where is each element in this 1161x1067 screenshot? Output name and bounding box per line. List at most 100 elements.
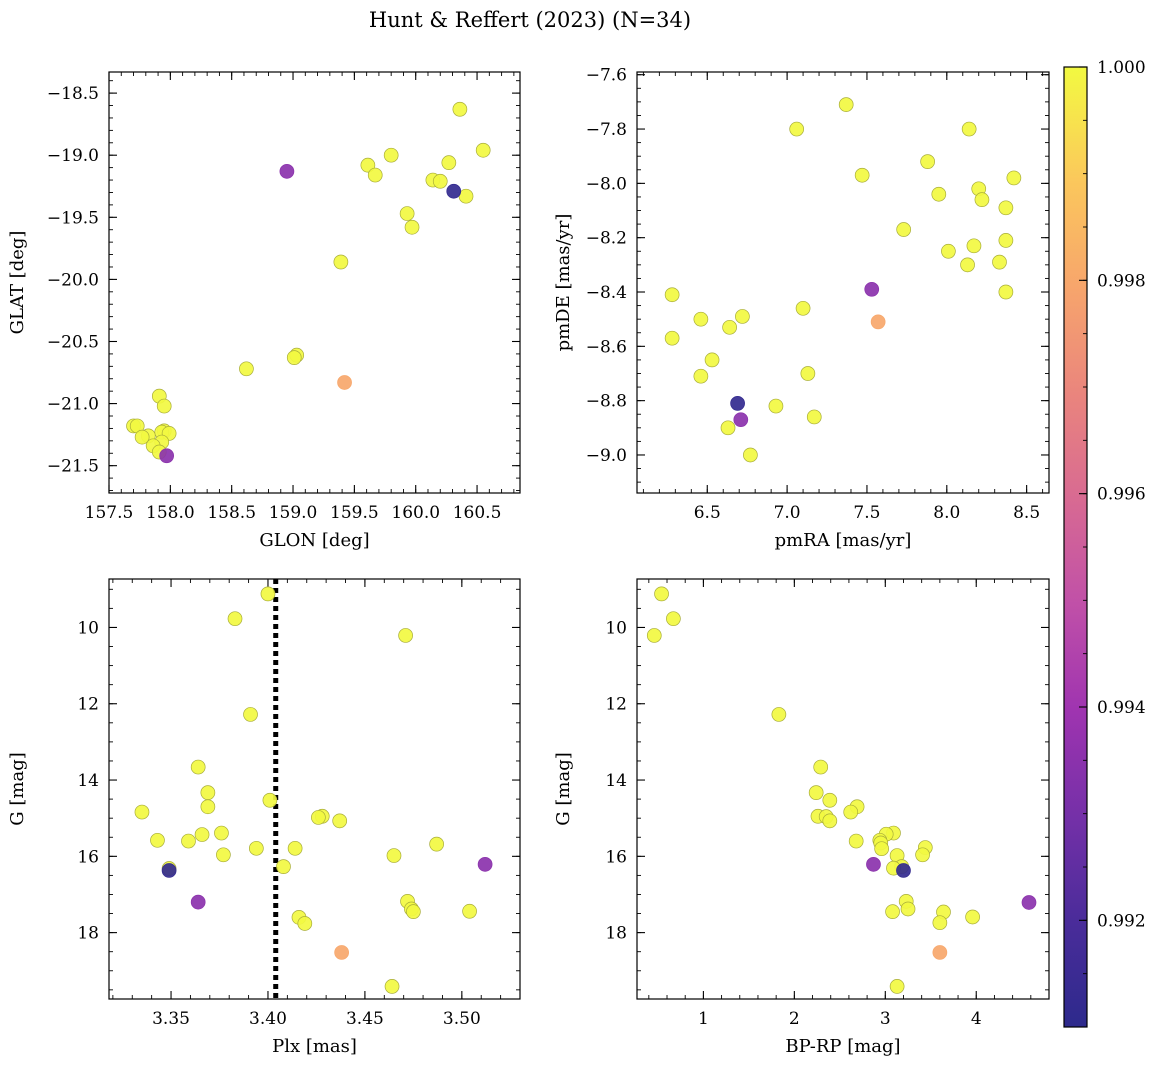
panel-2-point-14 — [992, 254, 1007, 270]
panel-2-point-19 — [735, 309, 750, 324]
panel-2-point-21 — [722, 319, 737, 335]
panel-1-ytick-label-0: −18.5 — [47, 84, 99, 104]
panel-2-point-3 — [920, 154, 935, 169]
colorbar-tick-label-2: 0.996 — [1097, 485, 1146, 505]
panel-1-point-9 — [399, 206, 415, 221]
panel-3-ytick-label-4: 18 — [77, 924, 99, 944]
panel-4-xtick-label-0: 1 — [698, 1009, 709, 1029]
panel-2-point-32 — [733, 412, 749, 428]
panel-2-point-30 — [870, 314, 886, 330]
panel-3-point-21 — [276, 859, 291, 874]
panel-1-ytick-label-6: −21.5 — [47, 457, 99, 477]
panel-4-point-1 — [666, 611, 681, 627]
panel-1-ytick-label-1: −19.0 — [47, 146, 99, 166]
panel-2-point-24 — [800, 366, 816, 381]
panel-2-point-18 — [795, 300, 811, 316]
colorbar-tick-label-0: 1.000 — [1097, 58, 1146, 78]
panel-3-point-15 — [181, 833, 196, 849]
panel-4-point-5 — [808, 785, 824, 800]
panel-3-xtick-label-1: 3.40 — [249, 1009, 287, 1029]
panel-4-point-8 — [843, 804, 859, 820]
panel-1-xtick-label-1: 158.0 — [146, 503, 195, 523]
panel-3-point-26 — [462, 903, 477, 919]
panel-3-point-20 — [386, 848, 402, 863]
panel-1-point-28 — [279, 164, 295, 179]
panel-3-point-8 — [134, 804, 150, 820]
panel-3-point-0 — [260, 586, 276, 602]
panel-2-ytick-label-2: −8.0 — [586, 174, 627, 194]
panel-1-point-4 — [360, 157, 376, 173]
panel-4-ylabel: G [mag] — [553, 752, 574, 825]
panel-2-ytick-label-7: −9.0 — [586, 446, 627, 466]
panel-1-xtick-label-0: 157.5 — [85, 503, 134, 523]
panel-3-point-16 — [429, 836, 444, 852]
colorbar-tick-label-1: 0.998 — [1097, 271, 1146, 291]
colorbar: 1.000 0.998 0.996 0.994 0.992 — [1063, 58, 1146, 1028]
panel-3: 3.35 3.40 3.45 3.50 10 12 14 16 18 Plx [mas] G [ma… — [7, 578, 521, 1057]
panel-1-point-13 — [286, 350, 302, 365]
panel-3-xtick-label-2: 3.45 — [346, 1009, 384, 1029]
panel-3-points — [134, 579, 493, 999]
panel-2-ytick-label-4: −8.4 — [586, 283, 627, 303]
panel-1-frame — [108, 71, 521, 494]
panel-2-point-31 — [864, 281, 880, 297]
panel-2-points — [664, 97, 1022, 463]
panel-2-ytick-label-5: −8.6 — [586, 337, 627, 357]
panel-2-point-29 — [743, 447, 758, 463]
panel-1-point-16 — [156, 398, 172, 414]
panel-2-xtick-label-2: 7.5 — [853, 503, 880, 523]
panel-3-point-25 — [406, 904, 421, 919]
panel-3-ytick-label-2: 14 — [77, 771, 99, 791]
panel-3-point-13 — [194, 827, 210, 842]
panel-1-xlabel: GLON [deg] — [259, 530, 369, 551]
panel-1-point-3 — [441, 155, 457, 171]
panel-4-minor-ticks — [637, 579, 1050, 999]
panel-4-ytick-label-1: 12 — [605, 695, 627, 715]
panel-4-point-27 — [965, 909, 980, 925]
panel-1-point-29 — [159, 448, 175, 464]
panel-1-xtick-label-4: 159.5 — [330, 503, 379, 523]
panel-2-ytick-label-1: −7.8 — [586, 120, 627, 140]
panel-3-point-5 — [200, 785, 216, 800]
panel-3-point-32 — [190, 894, 206, 910]
panel-2-point-2 — [961, 121, 977, 137]
panel-4-point-25 — [885, 904, 900, 919]
panel-1-points — [126, 101, 491, 464]
panel-3-point-31 — [477, 856, 493, 872]
panel-1-ytick-label-2: −19.5 — [47, 208, 99, 228]
panel-3-point-3 — [243, 707, 258, 722]
panel-4-xtick-label-1: 2 — [789, 1009, 800, 1029]
panel-3-ytick-label-3: 16 — [77, 847, 99, 867]
panel-3-point-19 — [216, 847, 231, 863]
panel-3-point-4 — [190, 759, 206, 775]
panel-2-point-5 — [1006, 170, 1022, 186]
panel-1-ylabel: GLAT [deg] — [7, 231, 28, 335]
panel-1-xtick-label-2: 158.5 — [207, 503, 256, 523]
panel-2-xtick-label-4: 8.5 — [1013, 503, 1040, 523]
panel-1-point-0 — [452, 101, 468, 117]
panel-2-xtick-label-0: 6.5 — [694, 503, 721, 523]
panel-1-point-14 — [239, 361, 254, 377]
panel-2-point-23 — [704, 352, 720, 368]
panel-4-point-15 — [848, 833, 864, 849]
panel-4-point-24 — [900, 901, 916, 917]
panel-2-point-4 — [854, 167, 870, 183]
panel-4-point-32 — [1021, 895, 1037, 910]
panel-4-point-6 — [822, 792, 838, 808]
panel-2-frame — [636, 71, 1050, 494]
panel-4-ytick-label-2: 14 — [605, 771, 627, 791]
panel-1-point-10 — [404, 219, 420, 235]
panel-1-ytick-label-3: −20.0 — [47, 270, 99, 290]
panel-1: 157.5 158.0 158.5 159.0 159.5 160.0 160.5 −18.5… — [7, 71, 521, 551]
panel-4-point-0 — [654, 586, 669, 602]
panel-2-point-9 — [998, 200, 1014, 216]
panel-3-point-28 — [297, 916, 313, 931]
panel-3-ytick-label-1: 12 — [77, 695, 99, 715]
panel-4-ytick-label-3: 16 — [605, 847, 627, 867]
panel-3-point-18 — [287, 840, 303, 856]
panel-1-ytick-label-4: −20.5 — [47, 332, 99, 352]
panel-4-point-30 — [932, 945, 948, 960]
panel-2-xtick-label-1: 7.0 — [774, 503, 801, 523]
panel-1-xtick-label-5: 160.0 — [391, 503, 440, 523]
